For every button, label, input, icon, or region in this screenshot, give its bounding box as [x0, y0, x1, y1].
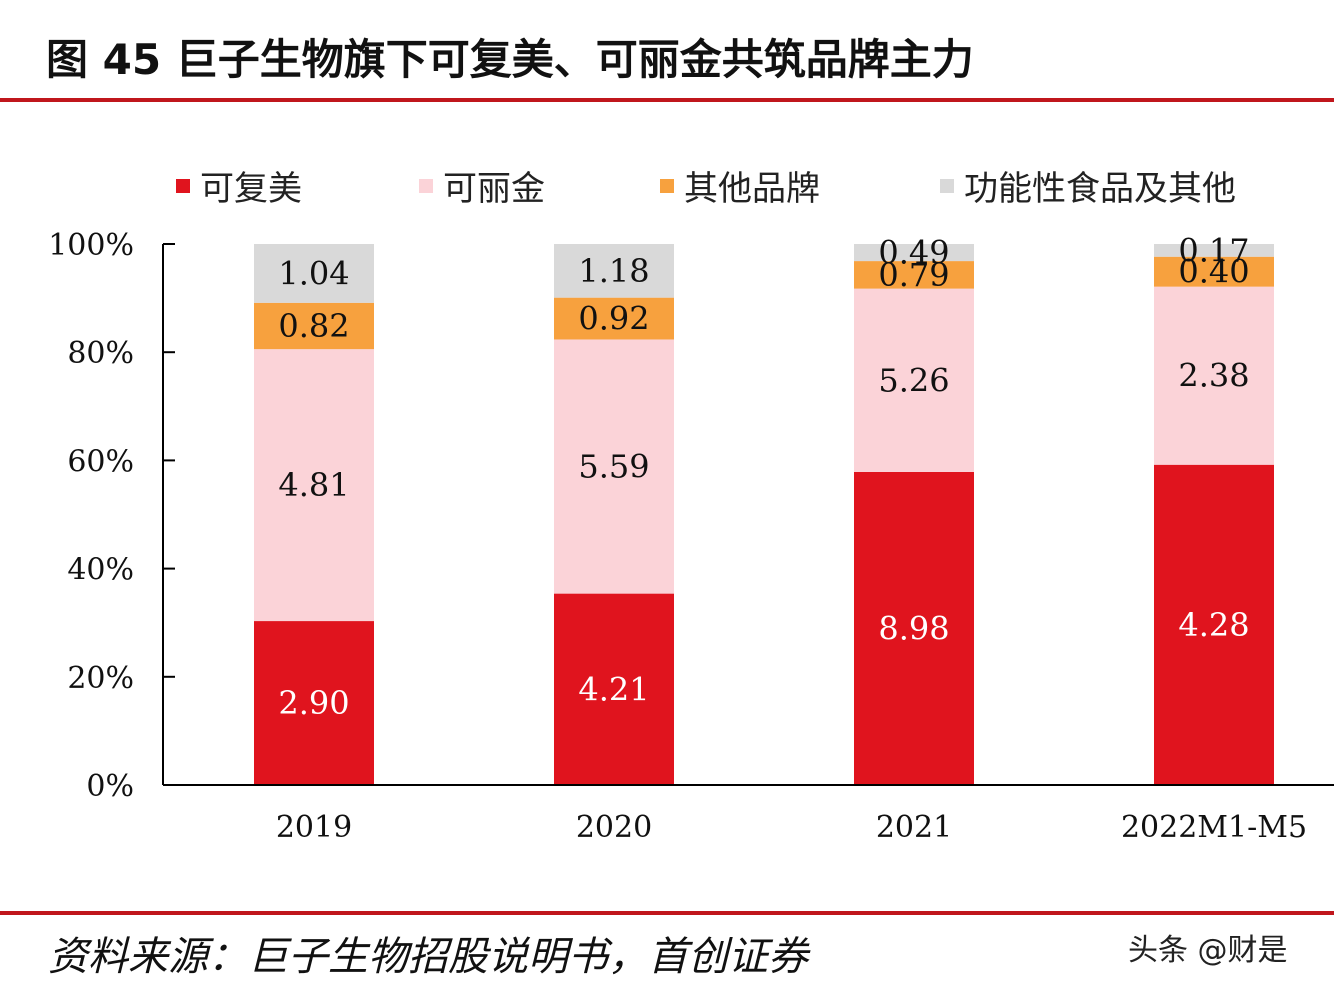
data-label-1-2022M1-M5: 4.28 [1178, 606, 1249, 644]
bar-segment-4-2019 [254, 244, 374, 303]
page-title: 图 45 巨子生物旗下可复美、可丽金共筑品牌主力 [46, 35, 974, 84]
legend-swatch-1 [176, 179, 190, 193]
bar-group-2022M1-M5: 4.28 2.38 0.400.17 [1154, 231, 1274, 785]
bar-group-2021: 8.98 5.26 0.790.49 [854, 234, 974, 785]
data-label-4-2020: 1.18 [578, 252, 649, 290]
legend-label-2: 可丽金 [443, 169, 545, 209]
bar-segment-1-2020 [554, 593, 674, 785]
y-tick-label-5: 100% [48, 228, 134, 263]
data-label-2-2019: 4.81 [278, 466, 349, 504]
top-divider [0, 98, 1334, 102]
bottom-divider [0, 911, 1334, 915]
data-label-4-2021: 0.49 [878, 234, 949, 272]
data-label-3-2022M1-M5: 0.40 [1178, 253, 1249, 291]
x-tick-label-2: 2021 [876, 810, 952, 845]
data-label-1-2021: 8.98 [878, 609, 949, 647]
data-label-2-2022M1-M5: 2.38 [1178, 357, 1249, 395]
bar-segment-3-2022M1-M5 [1154, 256, 1274, 287]
bar-segment-3-2021 [854, 261, 974, 289]
bar-segment-4-2022M1-M5 [1154, 244, 1274, 257]
bar-segment-4-2020 [554, 244, 674, 298]
bar-segment-3-2019 [254, 302, 374, 350]
y-tick-label-0: 0% [86, 769, 134, 804]
legend-swatch-4 [940, 179, 954, 193]
x-tick-label-1: 2020 [576, 810, 652, 845]
y-tick-label-4: 80% [67, 336, 134, 371]
data-label-1-2019: 2.90 [278, 684, 349, 722]
bar-segment-2-2021 [854, 288, 974, 472]
legend-label-3: 其他品牌 [684, 169, 820, 209]
x-tick-label-3: 2022M1-M5 [1121, 810, 1307, 845]
bar-segment-2-2022M1-M5 [1154, 286, 1274, 465]
data-label-3-2020: 0.92 [578, 300, 649, 338]
bar-group-2019: 2.90 4.81 0.82 1.04 [254, 244, 374, 785]
data-label-2-2021: 5.26 [878, 361, 949, 399]
y-tick-label-3: 60% [67, 444, 134, 479]
data-label-2-2020: 5.59 [578, 448, 649, 486]
bar-group-2020: 4.21 5.59 0.92 1.18 [554, 244, 674, 785]
x-axis: 2019 2020 2021 2022M1-M5 [163, 784, 1334, 845]
y-axis: 0% 20% 40% 60% 80% 100% [48, 228, 175, 804]
bar-segment-2-2020 [554, 339, 674, 594]
legend-label-4: 功能性食品及其他 [964, 169, 1236, 209]
data-label-3-2021: 0.79 [878, 256, 949, 294]
legend-swatch-3 [660, 179, 674, 193]
bar-segment-4-2021 [854, 244, 974, 262]
data-label-1-2020: 4.21 [578, 670, 649, 708]
y-tick-label-2: 40% [67, 553, 134, 588]
legend: 可复美 可丽金 其他品牌 功能性食品及其他 [176, 169, 1236, 209]
data-label-3-2019: 0.82 [278, 307, 349, 345]
bar-segment-1-2019 [254, 621, 374, 785]
data-label-4-2019: 1.04 [278, 254, 349, 292]
legend-swatch-2 [419, 179, 433, 193]
source-note: 资料来源：巨子生物招股说明书，首创证券 [48, 934, 808, 980]
x-tick-label-0: 2019 [276, 810, 352, 845]
bars: 2.90 4.81 0.82 1.04 4.21 5.59 0.92 1.18 8.98 5.26… [254, 231, 1274, 785]
bar-segment-2-2019 [254, 349, 374, 622]
bar-segment-3-2020 [554, 297, 674, 340]
legend-label-1: 可复美 [200, 169, 302, 209]
y-tick-label-1: 20% [67, 661, 134, 696]
bar-segment-1-2022M1-M5 [1154, 464, 1274, 785]
bar-segment-1-2021 [854, 471, 974, 785]
data-label-4-2022M1-M5: 0.17 [1178, 231, 1249, 269]
watermark: 头条 @财是 [1128, 933, 1288, 968]
